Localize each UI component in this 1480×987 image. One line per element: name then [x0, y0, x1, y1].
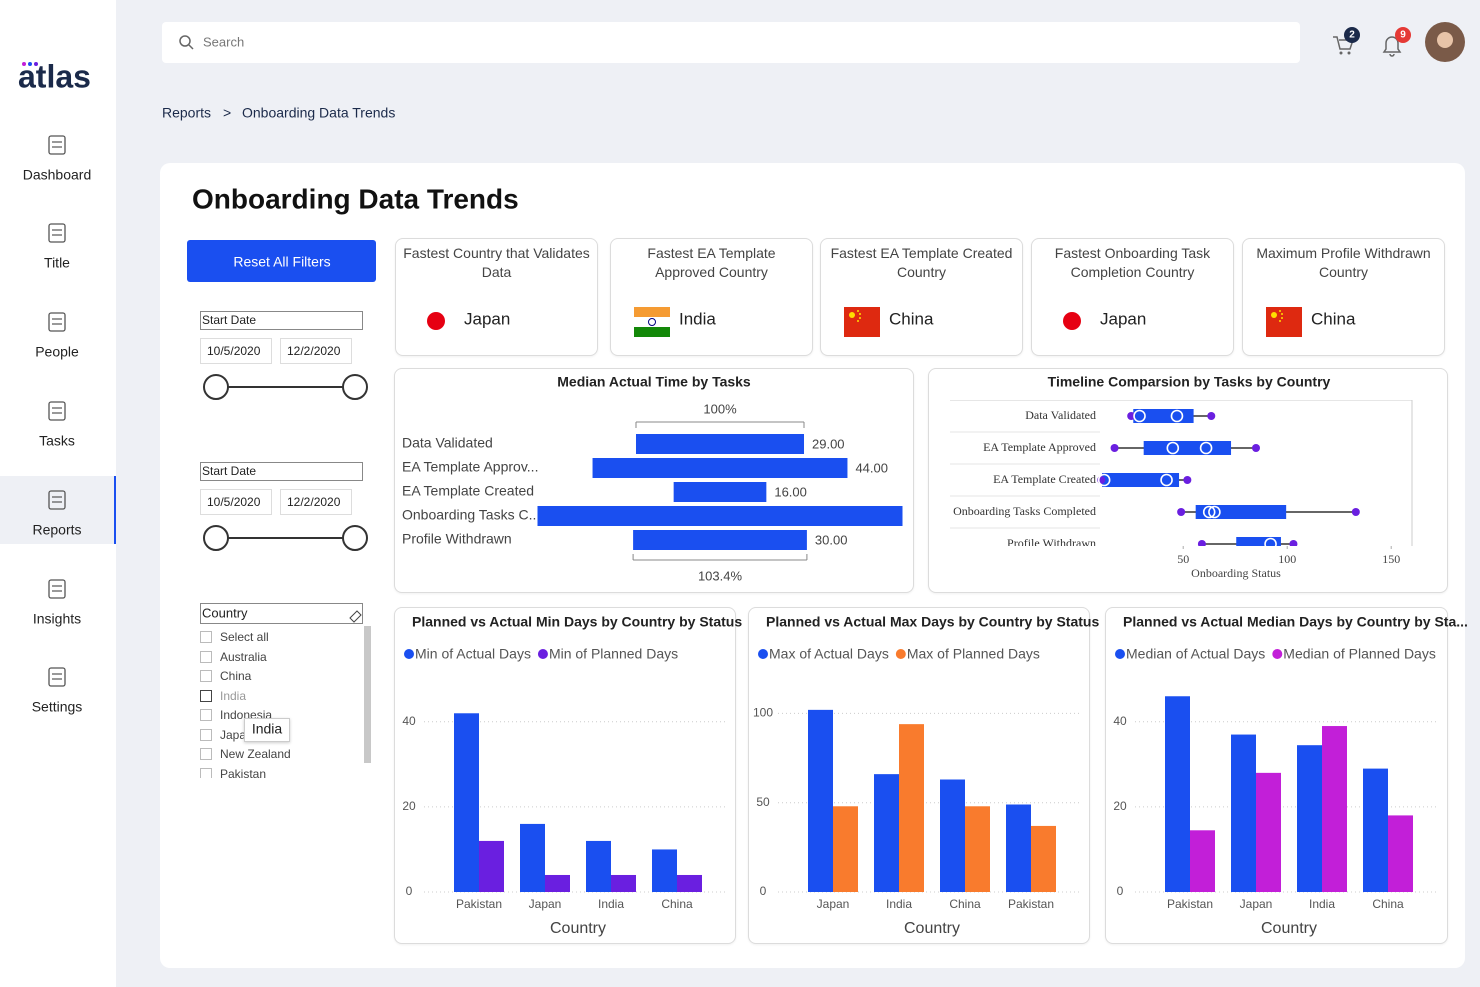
avatar-face	[1437, 32, 1453, 48]
nav-item[interactable]	[0, 565, 116, 633]
checkbox[interactable]	[200, 670, 212, 682]
kpi-title: Fastest EA Template Approved Country	[647, 245, 776, 280]
date-input[interactable]	[200, 338, 272, 364]
breadcrumb-separator: >	[223, 105, 231, 121]
country-option[interactable]: China	[220, 669, 252, 683]
kpi-title: Fastest Country that Validates Data	[403, 245, 590, 280]
date-filter-label-box	[200, 462, 363, 481]
checkbox[interactable]	[200, 689, 212, 702]
breadcrumb-item: Reports	[162, 105, 211, 121]
date-input[interactable]	[200, 489, 272, 515]
nav-item[interactable]	[0, 653, 116, 721]
checkbox[interactable]	[200, 709, 212, 721]
country-option[interactable]: Australia	[220, 649, 267, 664]
checkbox[interactable]	[200, 767, 212, 778]
cart-wheel	[1347, 51, 1351, 55]
country-list: Select all Australia China India Indonesia Ja…	[196, 628, 364, 778]
chart-card	[748, 607, 1090, 944]
notification-badge	[1395, 27, 1411, 43]
country-option[interactable]: Pakistan	[220, 766, 267, 779]
nav-item[interactable]	[0, 387, 116, 455]
scrollbar	[364, 626, 371, 763]
checkbox[interactable]	[200, 631, 212, 643]
nav-item[interactable]	[0, 121, 116, 189]
checkbox[interactable]	[200, 650, 212, 663]
cart-count: 2	[1349, 30, 1355, 41]
kpi-card	[395, 238, 598, 356]
country-option[interactable]: India	[220, 688, 247, 703]
date-filter-label-box	[200, 311, 363, 330]
nav-item[interactable]	[0, 476, 116, 544]
kpi-title: Fastest EA Template Created Country	[830, 245, 1013, 280]
kpi-card	[1031, 238, 1234, 356]
reset-button[interactable]	[187, 240, 376, 282]
tooltip	[244, 718, 290, 742]
nav-item[interactable]	[0, 209, 116, 277]
notification-count: 9	[1400, 30, 1406, 41]
kpi-title: Maximum Profile Withdrawn Country	[1256, 245, 1431, 280]
bell-icon	[1382, 36, 1402, 57]
cart-badge	[1344, 27, 1360, 43]
chart-card	[1105, 607, 1448, 944]
date-input[interactable]	[280, 489, 352, 515]
nav-item[interactable]	[0, 298, 116, 366]
checkbox[interactable]	[200, 748, 212, 760]
date-input[interactable]	[280, 338, 352, 364]
breadcrumb-item: Onboarding Data Trends	[242, 105, 395, 121]
country-option[interactable]: New Zealand	[220, 747, 291, 761]
checkbox[interactable]	[200, 728, 212, 741]
cart-icon	[1333, 36, 1355, 50]
country-option[interactable]: Select all	[220, 630, 269, 644]
avatar	[1425, 22, 1465, 62]
kpi-title: Fastest Onboarding Task Completion Count…	[1054, 245, 1211, 280]
chart-card	[394, 368, 914, 593]
chart-card	[928, 368, 1448, 593]
cart-wheel	[1339, 51, 1343, 55]
chart-card	[394, 607, 736, 944]
search-bar[interactable]	[162, 22, 1300, 63]
country-filter-box	[200, 603, 363, 624]
